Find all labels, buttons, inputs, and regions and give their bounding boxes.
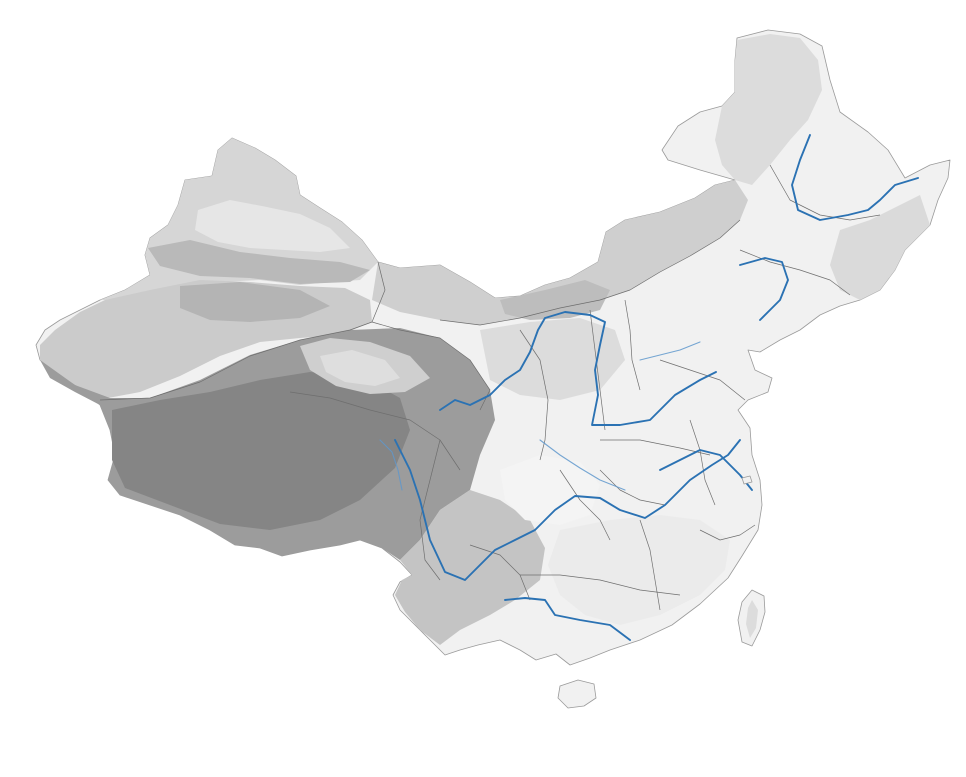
qaidam-center-relief bbox=[320, 350, 400, 386]
border-qinghai-tibet bbox=[289, 391, 461, 471]
border-fujian-zhejiang bbox=[699, 524, 756, 541]
border-tibet-sichuan bbox=[419, 439, 441, 581]
loess-plateau-relief bbox=[480, 318, 625, 400]
songhua-river bbox=[791, 134, 919, 221]
relief-layer bbox=[40, 34, 930, 645]
dzungaria-basin-relief bbox=[195, 200, 350, 252]
southern-hills-relief bbox=[548, 515, 730, 625]
taiwan-mountains bbox=[746, 600, 758, 638]
huai-river bbox=[659, 449, 753, 491]
border-sichuan-chongqing bbox=[559, 469, 611, 541]
greater-khingan-relief bbox=[715, 34, 822, 185]
sichuan-basin-relief bbox=[500, 455, 600, 525]
border-hubei-chongqing bbox=[599, 469, 666, 506]
inner-mongolia-plateau-relief bbox=[372, 180, 748, 325]
yellow-river bbox=[439, 311, 717, 426]
border-hunan-jiangxi bbox=[639, 519, 661, 611]
chongming-island bbox=[741, 475, 753, 485]
border-gansu-shaanxi bbox=[519, 329, 549, 461]
hainan-island bbox=[557, 679, 597, 709]
border-xinjiang-tibet bbox=[99, 321, 373, 401]
border-inner-mongolia-south bbox=[439, 219, 741, 326]
border-jiangsu-anhui bbox=[689, 419, 716, 506]
hai-river bbox=[639, 341, 701, 361]
yangtze-river bbox=[394, 439, 741, 581]
border-yunnan-guizhou bbox=[469, 544, 531, 601]
han-river bbox=[539, 439, 626, 491]
border-xinjiang-gansu bbox=[371, 261, 401, 331]
border-shandong bbox=[659, 359, 746, 401]
ordos-relief bbox=[500, 280, 610, 320]
jinsha-tributary bbox=[379, 439, 403, 491]
border-hebei-shanxi bbox=[624, 299, 641, 391]
border-heilongjiang-jilin bbox=[769, 164, 881, 221]
liao-river bbox=[739, 257, 789, 321]
tianshan-range-relief bbox=[148, 240, 370, 284]
high-plateau-relief bbox=[112, 372, 410, 530]
border-jilin-liaoning bbox=[739, 249, 851, 296]
pearl-river bbox=[504, 597, 631, 641]
islands bbox=[557, 475, 766, 709]
yunnan-guizhou-plateau-relief bbox=[395, 490, 545, 645]
border-guizhou-guangxi bbox=[520, 574, 681, 596]
border-shaanxi-east bbox=[589, 309, 606, 431]
changbai-relief bbox=[830, 195, 930, 300]
taklamakan-relief bbox=[180, 282, 330, 322]
rivers bbox=[379, 134, 919, 641]
